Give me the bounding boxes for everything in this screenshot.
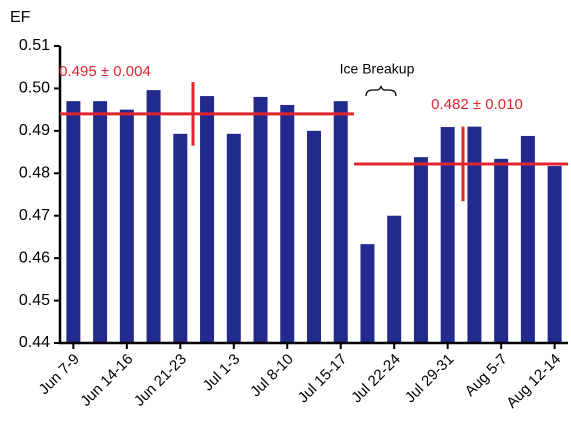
x-tick-label: Jul 1-3: [200, 351, 244, 395]
bar: [226, 133, 241, 343]
bar: [66, 101, 81, 344]
y-tick-label: 0.45: [19, 292, 50, 309]
bar: [440, 127, 455, 343]
bar: [307, 130, 321, 343]
x-tick-label: Jul 8-10: [247, 351, 297, 401]
y-axis-label: EF: [10, 9, 31, 26]
x-tick-label: Jun 21-23: [131, 351, 190, 410]
mean-label: 0.495 ± 0.004: [59, 63, 151, 80]
x-tick-label: Jun 14-16: [77, 351, 136, 410]
bar: [280, 104, 295, 344]
bar: [333, 101, 348, 344]
bar: [547, 166, 562, 343]
y-tick-label: 0.48: [19, 165, 50, 182]
y-tick-label: 0.51: [19, 37, 50, 54]
x-tick-label: Aug 5-7: [462, 351, 511, 400]
brace: [365, 85, 397, 97]
bar: [467, 126, 482, 343]
bar: [253, 96, 268, 344]
annotation: Ice Breakup: [340, 61, 415, 77]
bar: [93, 101, 108, 344]
bar: [520, 135, 535, 343]
bar: [173, 133, 188, 343]
bar: [413, 157, 428, 343]
y-tick-label: 0.47: [19, 207, 50, 224]
x-tick-label: Jul 29-31: [402, 351, 458, 407]
x-tick-label: Jul 22-24: [348, 351, 404, 407]
y-tick-label: 0.50: [19, 80, 50, 97]
bar: [200, 96, 215, 344]
bar: [360, 244, 375, 343]
bar: [494, 158, 509, 343]
bar: [387, 215, 402, 343]
y-tick-label: 0.44: [19, 334, 50, 351]
y-tick-label: 0.49: [19, 122, 50, 139]
x-tick-label: Jun 7-9: [36, 351, 83, 398]
x-tick-label: Jul 15-17: [295, 351, 351, 407]
bar: [146, 90, 161, 343]
x-tick-label: Aug 12-14: [503, 351, 564, 412]
mean-label: 0.482 ± 0.010: [431, 96, 523, 113]
bar: [119, 109, 134, 344]
y-tick-label: 0.46: [19, 249, 50, 266]
